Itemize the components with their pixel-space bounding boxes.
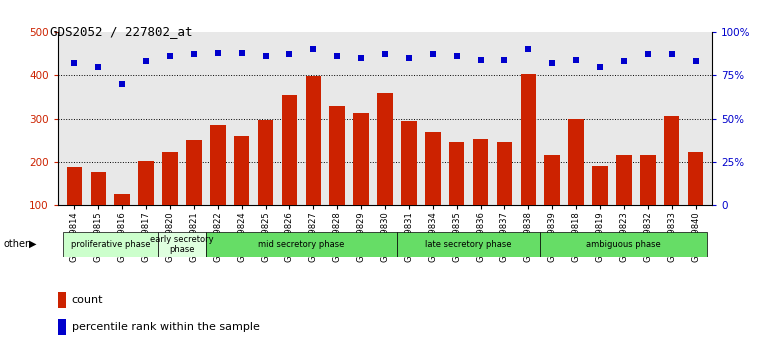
Bar bbox=[688, 153, 703, 249]
Point bbox=[92, 64, 105, 69]
Point bbox=[116, 81, 129, 87]
Bar bbox=[162, 153, 178, 249]
Point bbox=[259, 53, 272, 59]
Point bbox=[188, 52, 200, 57]
Text: other: other bbox=[4, 239, 30, 249]
Point bbox=[546, 60, 558, 66]
Text: early secretory
phase: early secretory phase bbox=[150, 235, 214, 254]
Point bbox=[236, 50, 248, 56]
Bar bbox=[521, 74, 536, 249]
Bar bbox=[397, 232, 541, 257]
Point bbox=[140, 58, 152, 64]
Bar bbox=[592, 166, 608, 249]
Bar bbox=[206, 232, 397, 257]
Bar bbox=[544, 155, 560, 249]
Bar bbox=[210, 125, 226, 249]
Point bbox=[522, 46, 534, 52]
Text: proliferative phase: proliferative phase bbox=[71, 240, 150, 249]
Point bbox=[283, 52, 296, 57]
Text: ambiguous phase: ambiguous phase bbox=[587, 240, 661, 249]
Point bbox=[212, 50, 224, 56]
Bar bbox=[497, 142, 512, 249]
Bar bbox=[58, 292, 66, 308]
Point bbox=[570, 57, 582, 62]
Text: late secretory phase: late secretory phase bbox=[425, 240, 512, 249]
Point bbox=[164, 53, 176, 59]
Bar bbox=[158, 232, 206, 257]
Text: percentile rank within the sample: percentile rank within the sample bbox=[72, 321, 259, 332]
Point bbox=[355, 55, 367, 61]
Bar bbox=[664, 116, 679, 249]
Point bbox=[69, 60, 81, 66]
Point bbox=[450, 53, 463, 59]
Bar bbox=[62, 232, 158, 257]
Bar bbox=[58, 319, 66, 335]
Bar bbox=[449, 142, 464, 249]
Bar bbox=[640, 155, 655, 249]
Point bbox=[665, 52, 678, 57]
Text: GDS2052 / 227802_at: GDS2052 / 227802_at bbox=[50, 25, 192, 38]
Point bbox=[307, 46, 320, 52]
Bar bbox=[541, 232, 708, 257]
Point bbox=[594, 64, 606, 69]
Point bbox=[641, 52, 654, 57]
Bar bbox=[139, 161, 154, 249]
Point bbox=[331, 53, 343, 59]
Bar bbox=[282, 95, 297, 249]
Bar bbox=[330, 105, 345, 249]
Text: count: count bbox=[72, 295, 103, 305]
Text: mid secretory phase: mid secretory phase bbox=[258, 240, 345, 249]
Bar bbox=[67, 167, 82, 249]
Point bbox=[474, 57, 487, 62]
Point bbox=[403, 55, 415, 61]
Point bbox=[498, 57, 511, 62]
Bar bbox=[616, 155, 631, 249]
Bar bbox=[115, 194, 130, 249]
Bar bbox=[306, 76, 321, 249]
Bar bbox=[186, 140, 202, 249]
Bar bbox=[234, 136, 249, 249]
Bar bbox=[425, 132, 440, 249]
Bar bbox=[568, 119, 584, 249]
Bar bbox=[377, 92, 393, 249]
Bar bbox=[91, 172, 106, 249]
Bar bbox=[401, 121, 417, 249]
Text: ▶: ▶ bbox=[29, 239, 37, 249]
Bar bbox=[473, 139, 488, 249]
Point bbox=[379, 52, 391, 57]
Point bbox=[427, 52, 439, 57]
Bar bbox=[258, 120, 273, 249]
Point bbox=[618, 58, 630, 64]
Point bbox=[689, 58, 701, 64]
Bar bbox=[353, 113, 369, 249]
